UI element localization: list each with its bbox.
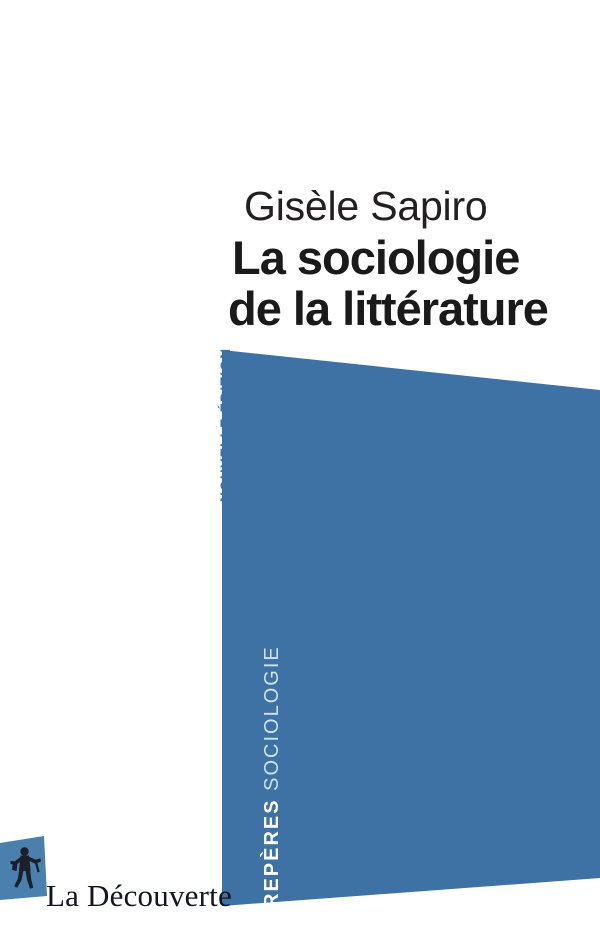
collection-series-name: REPÈRES <box>261 798 283 908</box>
title-block: Gisèle Sapiro La sociologie de la littér… <box>228 183 600 335</box>
collection-discipline-name: SOCIOLOGIE <box>261 645 283 791</box>
author-name: Gisèle Sapiro <box>244 183 488 229</box>
collection-label: REPÈRES SOCIOLOGIE <box>261 645 283 908</box>
book-title-line-1: La sociologie <box>232 231 520 284</box>
new-edition-badge: NOUVELLE ÉDITION <box>218 347 233 502</box>
collection-label-space <box>261 791 283 799</box>
publisher-logo: La Découverte <box>0 836 232 916</box>
publisher-name: La Découverte <box>46 878 232 913</box>
book-title-line-2: de la littérature <box>228 281 549 335</box>
explorer-silhouette-icon <box>0 836 47 900</box>
